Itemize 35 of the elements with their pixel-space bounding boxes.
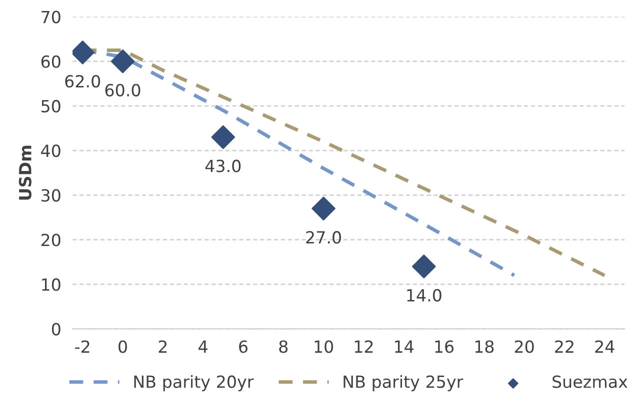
x-tick-label: 16: [435, 340, 454, 353]
y-tick-label: 20: [41, 234, 60, 246]
y-tick-label: 10: [42, 278, 60, 291]
x-tick-label: 18: [475, 340, 494, 353]
legend-label: Suezmax: [552, 375, 628, 388]
x-tick-label: 6: [239, 340, 248, 353]
y-tick-label: 40: [41, 144, 60, 158]
x-tick-label: 2: [158, 340, 167, 353]
x-tick-label: 4: [198, 340, 208, 353]
y-axis-title: USDm: [18, 146, 32, 200]
x-tick-label: 20: [514, 340, 534, 353]
data-label: 43.0: [205, 160, 241, 172]
y-tick-label: 0: [52, 322, 60, 336]
x-tick-label: 24: [595, 340, 614, 353]
x-tick-label: 0: [118, 340, 127, 353]
x-tick-label: 10: [314, 340, 334, 353]
point: [312, 196, 336, 220]
y-tick-label: 70: [42, 10, 60, 24]
point: [110, 49, 135, 74]
y-tick-label: 60: [41, 55, 60, 68]
data-label: 60.0: [105, 84, 140, 96]
point: [211, 125, 236, 150]
data-label: 14.0: [407, 289, 442, 302]
x-tick-label: -2: [75, 340, 90, 353]
legend-label: NB parity 25yr: [344, 375, 464, 392]
y-tick-label: 30: [42, 189, 60, 202]
y-tick-label: 50: [42, 100, 60, 113]
point: [412, 254, 436, 278]
x-tick-label: 8: [279, 340, 288, 353]
data-label: 27.0: [306, 231, 341, 244]
x-tick-label: 22: [555, 340, 574, 353]
legend-label: NB parity 20yr: [134, 375, 254, 392]
x-tick-label: 12: [354, 340, 373, 353]
data-label: 62.0: [65, 74, 100, 88]
x-tick-label: 14: [395, 340, 414, 353]
